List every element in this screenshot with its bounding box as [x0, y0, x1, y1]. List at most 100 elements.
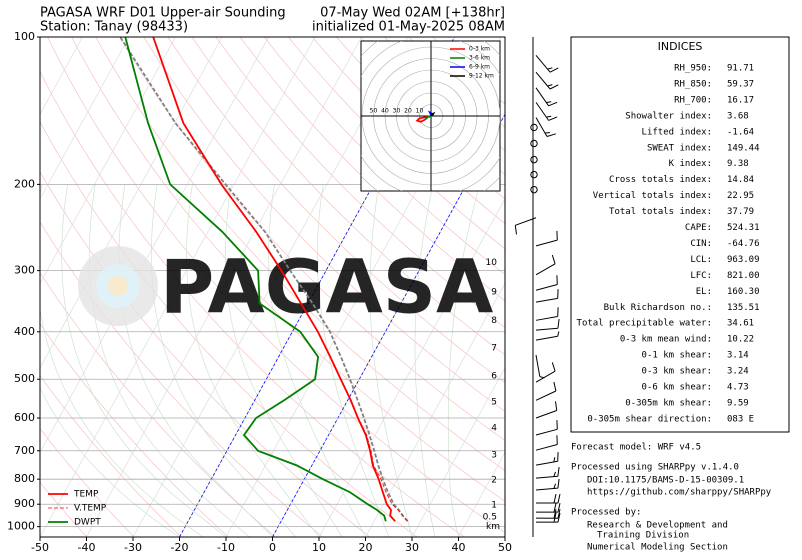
- index-value: 91.71: [727, 64, 754, 74]
- hodo-legend-label: 3-6 km: [469, 55, 490, 62]
- y-tick-label: 200: [14, 177, 35, 190]
- index-label: 0-3 km shear:: [642, 367, 712, 377]
- wind-barb: [535, 467, 560, 479]
- wind-barb: [535, 381, 557, 401]
- index-value: 34.61: [727, 319, 754, 329]
- indices-title: INDICES: [658, 40, 703, 53]
- index-label: Vertical totals index:: [593, 191, 712, 201]
- wind-barb: [535, 435, 558, 451]
- index-value: -64.76: [727, 239, 760, 249]
- index-label: CIN:: [690, 239, 712, 249]
- dry-adiabat: [167, 37, 505, 384]
- chart-title: PAGASA WRF D01 Upper-air Sounding: [40, 6, 286, 21]
- profile-line: [152, 37, 408, 522]
- index-label: EL:: [696, 287, 712, 297]
- wind-barb: [535, 331, 560, 341]
- hodo-ring-label: 20: [404, 108, 412, 115]
- dry-adiabat: [143, 37, 505, 412]
- legend-label: DWPT: [74, 518, 101, 528]
- index-value: 149.44: [727, 143, 760, 153]
- index-label: K index:: [669, 159, 712, 169]
- index-value: 9.59: [727, 398, 749, 408]
- height-label: 6: [491, 371, 497, 381]
- wind-barb: [535, 102, 558, 121]
- watermark-group: PAGASA: [78, 245, 493, 331]
- index-value: 14.84: [727, 175, 754, 185]
- moist-adiabat: [186, 184, 320, 537]
- note: Research & Development and: [587, 521, 728, 531]
- index-value: 16.17: [727, 95, 754, 105]
- wind-barb: [535, 493, 561, 504]
- dry-adiabat: [95, 37, 505, 471]
- wind-barb: [535, 401, 558, 419]
- moist-adiabat: [225, 184, 343, 537]
- wind-barb: [535, 307, 559, 321]
- isotherm-grid: [40, 37, 316, 537]
- dry-adiabat: [71, 37, 505, 502]
- parcel-line: [119, 37, 409, 522]
- index-label: LCL:: [690, 255, 712, 265]
- moist-adiabat: [316, 184, 390, 537]
- isotherm-grid: [86, 37, 362, 537]
- dry-adiabat: [263, 37, 505, 275]
- wind-barb: [535, 452, 559, 466]
- height-label: 1: [491, 501, 497, 511]
- index-value: 37.79: [727, 207, 754, 217]
- wind-barb: [535, 509, 561, 519]
- index-label: LFC:: [690, 271, 712, 281]
- dry-adiabat: [40, 375, 182, 537]
- x-tick-label: -30: [124, 541, 142, 554]
- index-value: 10.22: [727, 335, 754, 345]
- x-tick-label: -20: [171, 541, 189, 554]
- note: Processed using SHARPpy v.1.4.0: [571, 463, 739, 473]
- dry-adiabat: [239, 37, 505, 302]
- calm-marker: [530, 155, 538, 164]
- wind-barb: [535, 117, 556, 137]
- x-tick-label: 50: [498, 541, 512, 554]
- index-label: Bulk Richardson no.:: [604, 303, 712, 313]
- wind-barb: [535, 230, 558, 247]
- legend-label: TEMP: [73, 490, 99, 500]
- index-label: 0-3 km mean wind:: [620, 335, 712, 345]
- moist-adiabat: [447, 184, 480, 537]
- foreground: -50 -40 -30 -20 -10 0 10 20 30 40 5010020030040050…: [7, 30, 772, 554]
- note: Processed by:: [571, 508, 641, 518]
- wind-barb: [535, 420, 558, 436]
- y-tick-label: 400: [14, 325, 35, 338]
- hodo-legend-label: 0-3 km: [469, 46, 490, 53]
- index-label: RH_700:: [674, 95, 712, 105]
- dry-adiabat: [40, 120, 418, 537]
- note: Forecast model: WRF v4.5: [571, 443, 701, 453]
- station: Station: Tanay (98433): [40, 20, 188, 35]
- note: Numerical Modeling Section: [587, 543, 728, 553]
- index-label: Showalter index:: [625, 111, 712, 121]
- hodo-legend-label: 6-9 km: [469, 64, 490, 71]
- x-tick-label: -10: [217, 541, 235, 554]
- x-tick-label: 40: [452, 541, 466, 554]
- y-tick-label: 100: [14, 30, 35, 43]
- hodo-ring-label: 40: [381, 108, 389, 115]
- index-value: 524.31: [727, 223, 760, 233]
- profiles: [119, 37, 409, 522]
- moist-adiabat: [88, 184, 250, 537]
- moist-adiabat: [369, 184, 413, 537]
- index-value: 160.30: [727, 287, 760, 297]
- moist-adiabat: [268, 184, 366, 537]
- init-time: initialized 01-May-2025 08AM: [312, 20, 505, 35]
- y-tick-label: 700: [14, 444, 35, 457]
- legend-label: V.TEMP: [74, 504, 107, 514]
- index-label: Lifted index:: [642, 127, 712, 137]
- hodo-legend-label: 9-12 km: [469, 73, 494, 80]
- height-label: 3: [491, 450, 497, 460]
- isotherm: [0, 37, 36, 537]
- wind-barb: [535, 354, 545, 379]
- index-value: 083 E: [727, 414, 754, 424]
- isotherm-grid: [458, 451, 505, 537]
- note: https://github.com/sharppy/SHARPpy: [587, 488, 772, 498]
- index-value: 4.73: [727, 383, 749, 393]
- hodo-ring-label: 30: [393, 108, 401, 115]
- index-label: 0-305m km shear:: [625, 398, 712, 408]
- dry-adiabat: [119, 37, 505, 442]
